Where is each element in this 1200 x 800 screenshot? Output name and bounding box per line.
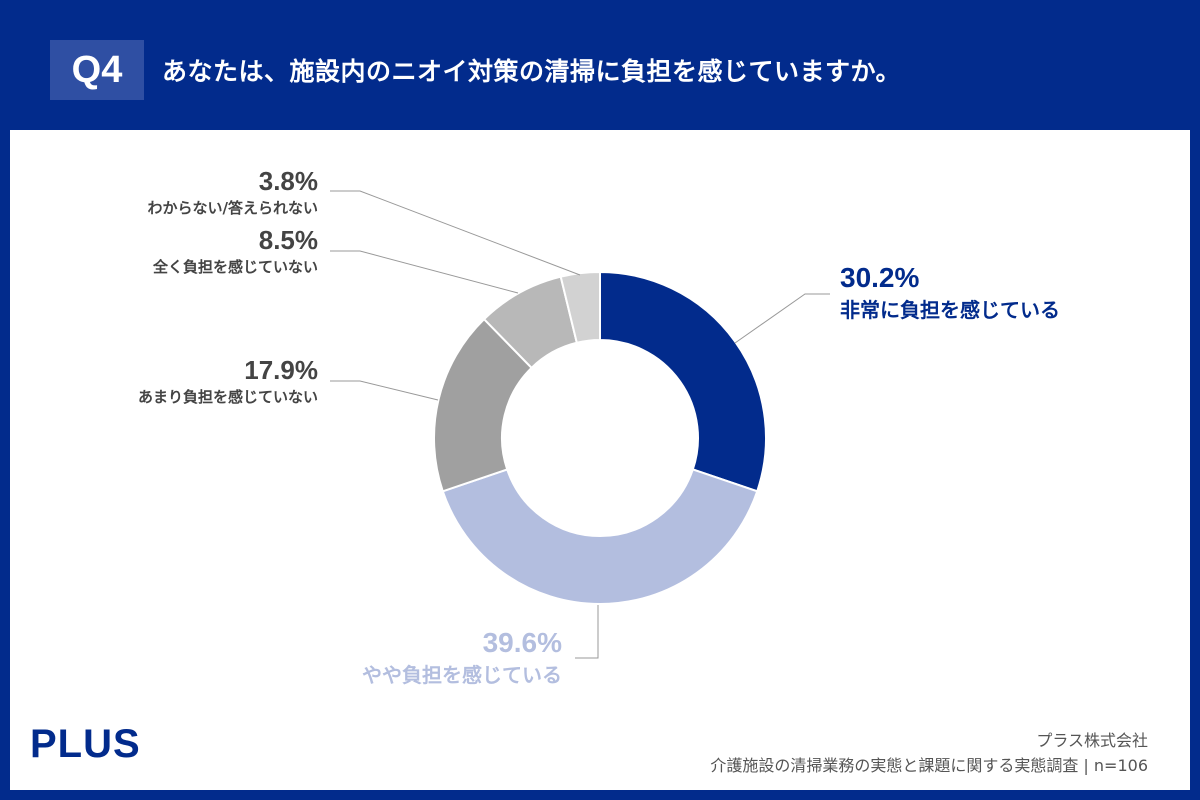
donut-slice-0: [599, 270, 767, 493]
leader-line-0: [734, 293, 830, 344]
value-label: 39.6%: [482, 627, 562, 658]
leader-lines: [330, 190, 830, 659]
plus-logo: PLUS: [30, 722, 141, 766]
page-title: あなたは、施設内のニオイ対策の清掃に負担を感じていますか。: [162, 57, 902, 86]
chart-panel: [10, 130, 1190, 790]
value-label: 3.8%: [258, 166, 318, 196]
slice-label-3: 8.5% 全く負担を感じていない: [153, 225, 318, 277]
category-label: わからない/答えられない: [147, 199, 318, 217]
leader-line-3: [330, 250, 519, 294]
category-label: 全く負担を感じていない: [152, 258, 318, 276]
value-label: 8.5%: [258, 225, 318, 255]
value-label: 30.2%: [840, 262, 920, 293]
slice-label-0: 30.2% 非常に負担を感じている: [840, 262, 1060, 323]
leader-line-1: [575, 605, 599, 659]
category-label: やや負担を感じている: [362, 663, 562, 687]
category-label: あまり負担を感じていない: [137, 388, 318, 406]
leader-line-4: [330, 190, 581, 276]
leader-line-2: [330, 380, 439, 401]
survey-source: 介護施設の清掃業務の実態と課題に関する実態調査 | n=106: [710, 756, 1148, 775]
question-number-badge: Q4: [50, 40, 144, 100]
category-label: 非常に負担を感じている: [840, 298, 1060, 322]
company-name: プラス株式会社: [1036, 731, 1148, 750]
slice-label-2: 17.9% あまり負担を感じていない: [138, 355, 318, 407]
donut-slice-1: [441, 468, 759, 605]
value-label: 17.9%: [244, 355, 318, 385]
donut-slice-4: [559, 270, 601, 344]
slice-label-4: 3.8% わからない/答えられない: [148, 166, 318, 218]
slice-label-1: 39.6% やや負担を感じている: [362, 627, 562, 688]
